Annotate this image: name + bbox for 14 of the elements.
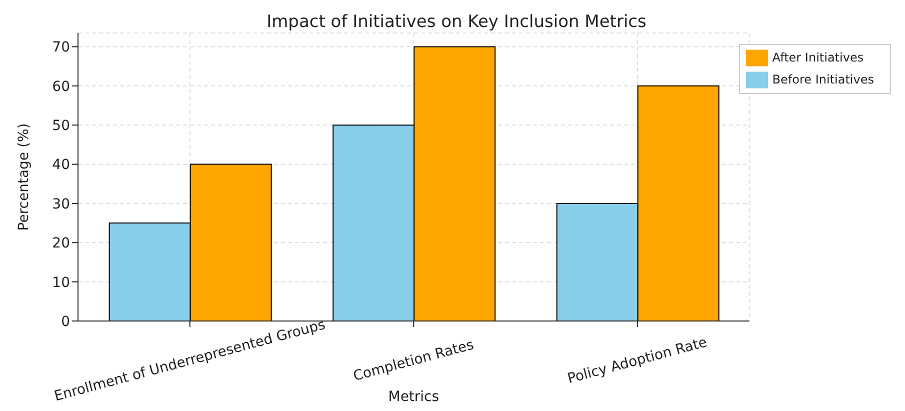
y-tick-label: 60: [52, 78, 70, 95]
legend-label: After Initiatives: [772, 50, 864, 64]
y-tick-label: 20: [52, 236, 70, 252]
y-tick-label: 0: [61, 314, 70, 330]
y-tick-label: 30: [52, 196, 70, 212]
y-tick-label: 50: [52, 118, 70, 134]
legend-label: Before Initiatives: [772, 72, 874, 86]
x-tick-label: Policy Adoption Rate: [566, 334, 709, 388]
x-axis-title: Metrics: [388, 389, 440, 405]
y-tick-label: 10: [52, 274, 70, 291]
y-tick-label: 70: [52, 40, 70, 56]
chart-title: Impact of Initiatives on Key Inclusion Metrics: [266, 12, 648, 32]
y-axis-title: Percentage (%): [16, 123, 32, 231]
y-tick-label: 40: [52, 157, 70, 174]
